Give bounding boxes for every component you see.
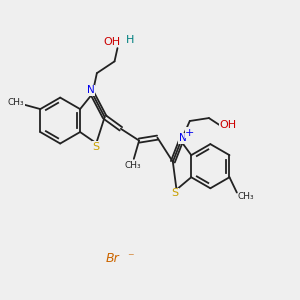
Text: S: S <box>93 142 100 152</box>
Text: N: N <box>87 85 95 95</box>
Text: OH: OH <box>103 37 121 46</box>
Text: ⁻: ⁻ <box>128 251 134 264</box>
Text: Br: Br <box>106 252 120 266</box>
Text: OH: OH <box>220 120 237 130</box>
Text: N: N <box>178 133 186 143</box>
Text: CH₃: CH₃ <box>8 98 24 107</box>
Text: S: S <box>172 188 178 198</box>
Text: CH₃: CH₃ <box>238 192 255 201</box>
Text: CH₃: CH₃ <box>124 161 141 170</box>
Text: +: + <box>185 128 194 138</box>
Text: H: H <box>126 35 134 45</box>
